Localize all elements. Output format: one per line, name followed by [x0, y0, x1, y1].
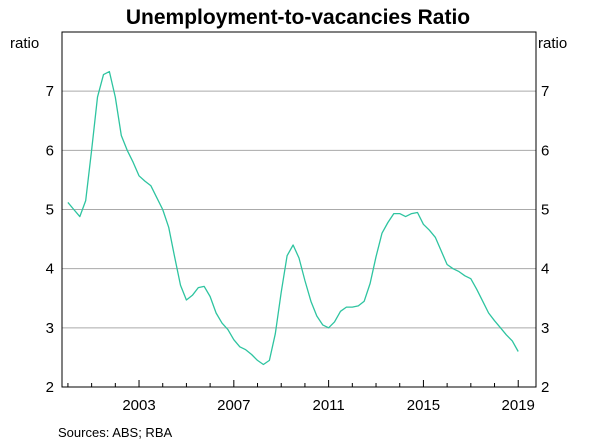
x-tick-label-2019: 2019 [502, 397, 535, 414]
series-lines [67, 70, 519, 366]
x-ticks: 2003 2007 2011 2015 2019 [67, 380, 535, 414]
y-tick-right-7: 7 [541, 83, 549, 100]
gridlines [62, 90, 536, 329]
y-tick-left-3: 3 [46, 320, 54, 337]
y-tick-right-4: 4 [541, 261, 549, 278]
y-tick-left-4: 4 [46, 261, 54, 278]
y-tick-right-3: 3 [541, 320, 549, 337]
source-note: Sources: ABS; RBA [58, 425, 172, 440]
series-line-0 [67, 70, 519, 366]
y-tick-left-7: 7 [46, 83, 54, 100]
y-axis-label-left: ratio [10, 35, 39, 52]
y-tick-labels: 2 2 3 3 4 4 5 5 6 6 7 7 [46, 83, 550, 396]
y-tick-left-2: 2 [46, 379, 54, 396]
x-tick-label-2015: 2015 [407, 397, 440, 414]
y-tick-left-5: 5 [46, 202, 54, 219]
y-tick-left-6: 6 [46, 142, 54, 159]
y-tick-right-6: 6 [541, 142, 549, 159]
y-axis-label-right: ratio [538, 35, 567, 52]
chart-title: Unemployment-to-vacancies Ratio [126, 6, 470, 29]
y-tick-right-5: 5 [541, 202, 549, 219]
x-tick-label-2007: 2007 [217, 397, 250, 414]
plot-frame [61, 31, 537, 388]
x-tick-label-2011: 2011 [312, 397, 344, 414]
y-tick-right-2: 2 [541, 379, 549, 396]
x-tick-label-2003: 2003 [122, 397, 155, 414]
